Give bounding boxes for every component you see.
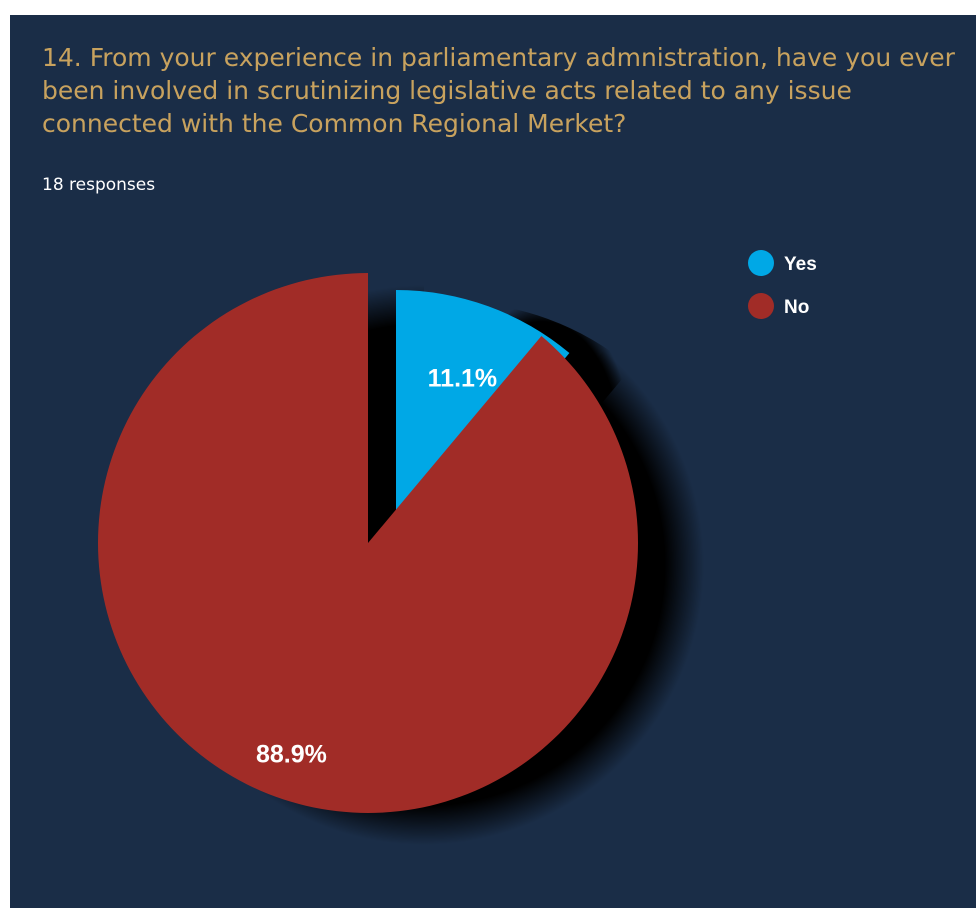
question-title: 14. From your experience in parliamentar…	[42, 43, 955, 138]
pie-slices	[98, 273, 639, 814]
legend-label-yes: Yes	[784, 254, 817, 275]
slice-label-no: 88.9%	[256, 741, 327, 769]
legend-label-no: No	[784, 297, 809, 318]
slice-no	[98, 273, 639, 814]
slice-labels: 11.1% 88.9%	[256, 364, 497, 768]
pie-chart: 11.1% 88.9% Yes No	[98, 250, 817, 845]
legend-swatch-no	[748, 293, 774, 319]
legend-swatch-yes	[748, 250, 774, 276]
legend: Yes No	[748, 250, 817, 319]
slice-label-yes: 11.1%	[428, 364, 498, 392]
chart-panel: 14. From your experience in parliamentar…	[10, 15, 976, 908]
response-count: 18 responses	[42, 175, 156, 195]
